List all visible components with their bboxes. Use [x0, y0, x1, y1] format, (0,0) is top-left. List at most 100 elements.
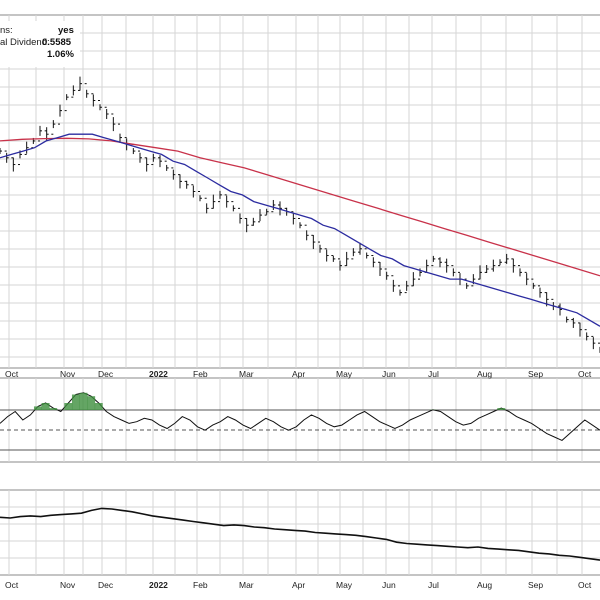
price-bars	[0, 76, 600, 353]
overbought-fill	[79, 392, 88, 410]
info-box: ns: yes al Dividend: 0.5585 1.06%	[0, 21, 80, 67]
overbought-fill	[64, 403, 73, 410]
price-bar	[118, 123, 122, 142]
overbought-fill	[94, 403, 103, 410]
x-tick-label-bottom: Jul	[428, 580, 439, 590]
price-bar	[471, 274, 476, 287]
x-tick-label-top: Jul	[428, 369, 439, 379]
price-bar	[511, 258, 516, 273]
price-bar	[91, 93, 96, 107]
price-bar	[438, 257, 442, 268]
price-bar	[391, 275, 396, 292]
x-tick-label-bottom: Dec	[98, 580, 114, 590]
price-bar	[504, 253, 509, 264]
price-bar	[151, 153, 156, 166]
x-tick-label-bottom: Oct	[5, 580, 19, 590]
price-bar	[11, 157, 16, 172]
price-bar	[304, 224, 309, 241]
overbought-fill	[87, 396, 96, 410]
price-bar	[111, 113, 116, 132]
x-tick-label-bottom: Mar	[239, 580, 254, 590]
price-bar	[344, 251, 349, 267]
price-bar	[204, 197, 209, 214]
chart-panels	[0, 14, 600, 576]
x-tick-label-bottom: Apr	[292, 580, 305, 590]
price-bar	[478, 265, 482, 280]
price-bar	[498, 259, 502, 267]
price-bar	[144, 157, 149, 172]
x-tick-label-top: Sep	[528, 369, 543, 379]
overbought-fill	[41, 403, 50, 410]
x-tick-labels: Oct Nov Dec 2022 Feb Mar Apr May Jun Jul Aug Sep Oct…	[5, 369, 592, 590]
price-bar	[104, 106, 109, 119]
price-bar	[531, 278, 536, 289]
x-tick-label-bottom: Oct	[578, 580, 592, 590]
overbought-fill	[497, 408, 506, 410]
x-tick-label-top: Apr	[292, 369, 305, 379]
price-bar	[398, 285, 402, 296]
price-bar	[238, 207, 242, 224]
price-bar	[218, 190, 222, 203]
x-tick-label-bottom: Aug	[477, 580, 492, 590]
price-bar	[231, 201, 236, 212]
info-value-1: yes	[58, 25, 74, 36]
price-bar	[264, 208, 269, 216]
price-bar	[464, 278, 469, 289]
x-tick-label-bottom: Nov	[60, 580, 76, 590]
price-bar	[158, 155, 162, 168]
price-bar	[4, 150, 9, 163]
x-tick-label-bottom: Sep	[528, 580, 543, 590]
x-tick-label-top: 2022	[149, 369, 168, 379]
info-value-3: 1.06%	[47, 49, 74, 60]
price-bar	[171, 167, 176, 180]
price-bar	[0, 148, 2, 155]
x-tick-label-bottom: Feb	[193, 580, 208, 590]
price-bar	[491, 259, 496, 272]
price-bar	[224, 194, 229, 208]
x-tick-label-bottom: May	[336, 580, 353, 590]
price-bar	[178, 174, 182, 189]
x-tick-label-top: Jun	[382, 369, 396, 379]
info-label-2: al Dividend:	[0, 37, 50, 48]
price-bar	[211, 194, 216, 209]
price-bar	[244, 217, 249, 233]
x-tick-label-top: Feb	[193, 369, 208, 379]
price-bar	[451, 265, 456, 277]
short-moving-average-line	[0, 133, 600, 327]
x-tick-label-top: Nov	[60, 369, 76, 379]
overbought-fill	[71, 394, 80, 410]
price-bar	[384, 268, 389, 280]
price-bar	[338, 258, 342, 271]
price-bar	[404, 280, 409, 294]
info-label-1: ns:	[0, 25, 13, 36]
price-bar	[184, 180, 189, 189]
overbought-fill	[33, 406, 42, 410]
grid-lines	[0, 15, 600, 575]
price-bar	[71, 85, 76, 98]
price-bar	[571, 317, 576, 328]
price-bar	[38, 125, 42, 142]
x-tick-label-top: May	[336, 369, 353, 379]
price-bar	[324, 248, 329, 262]
price-bar	[51, 120, 56, 135]
price-bar	[318, 241, 322, 253]
price-bar	[164, 160, 169, 171]
price-bar	[558, 303, 562, 316]
x-tick-label-top: Mar	[239, 369, 254, 379]
price-bar	[378, 261, 382, 277]
price-bar	[484, 265, 489, 274]
x-tick-label-bottom: 2022	[149, 580, 168, 590]
x-tick-label-top: Oct	[5, 369, 19, 379]
series-lines	[0, 133, 600, 561]
price-bar	[298, 217, 302, 229]
price-bar	[444, 258, 449, 273]
x-tick-label-top: Aug	[477, 369, 492, 379]
price-bar	[551, 298, 556, 311]
price-bar	[278, 201, 282, 216]
price-bar	[431, 255, 436, 267]
price-bar	[584, 329, 589, 341]
price-bar	[98, 100, 102, 111]
price-bar	[524, 271, 529, 286]
price-bar	[351, 248, 356, 260]
